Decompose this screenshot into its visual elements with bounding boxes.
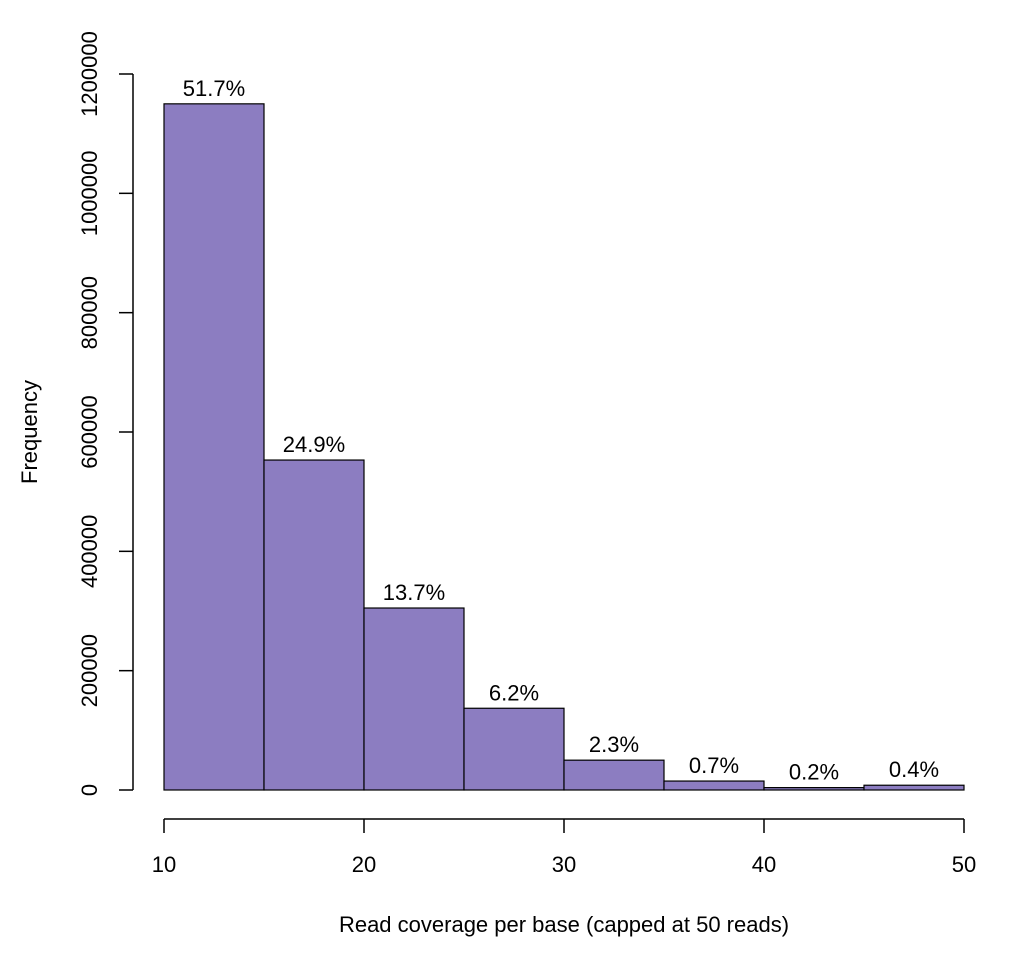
bar-percent-label: 6.2% <box>489 680 539 705</box>
y-tick-label: 1000000 <box>77 151 102 237</box>
bar-percent-label: 2.3% <box>589 732 639 757</box>
y-axis-title: Frequency <box>17 380 42 484</box>
bar-10-15 <box>163 103 265 791</box>
bar-percent-label: 0.2% <box>789 760 839 785</box>
bar-30-35 <box>563 759 665 791</box>
x-axis-title: Read coverage per base (capped at 50 rea… <box>339 912 789 937</box>
y-axis: 0 200000 400000 600000 800000 1000000 1200000 <box>77 31 134 796</box>
bar-20-25 <box>363 607 465 791</box>
bar-percent-label: 13.7% <box>383 580 445 605</box>
bar-percent-label: 0.7% <box>689 753 739 778</box>
bar-labels-group: 51.7% 24.9% 13.7% 6.2% 2.3% 0.7% 0.2% 0.4% <box>183 76 939 785</box>
y-tick-label: 600000 <box>77 395 102 468</box>
y-tick-label: 400000 <box>77 515 102 588</box>
y-tick-label: 0 <box>77 784 102 796</box>
x-tick-label: 50 <box>952 852 976 877</box>
bar-percent-label: 24.9% <box>283 432 345 457</box>
bars-group <box>163 103 965 791</box>
bar-25-30 <box>463 707 565 791</box>
bar-percent-label: 51.7% <box>183 76 245 101</box>
y-tick-label: 1200000 <box>77 31 102 117</box>
x-tick-label: 40 <box>752 852 776 877</box>
bar-40-45 <box>763 787 865 791</box>
y-tick-label: 800000 <box>77 276 102 349</box>
x-tick-label: 20 <box>352 852 376 877</box>
bar-45-50 <box>863 784 965 791</box>
bar-35-40 <box>663 780 765 791</box>
x-tick-label: 30 <box>552 852 576 877</box>
bar-percent-label: 0.4% <box>889 757 939 782</box>
x-axis: 10 20 30 40 50 <box>152 818 976 877</box>
x-tick-label: 10 <box>152 852 176 877</box>
y-tick-label: 200000 <box>77 634 102 707</box>
bar-15-20 <box>263 459 365 791</box>
